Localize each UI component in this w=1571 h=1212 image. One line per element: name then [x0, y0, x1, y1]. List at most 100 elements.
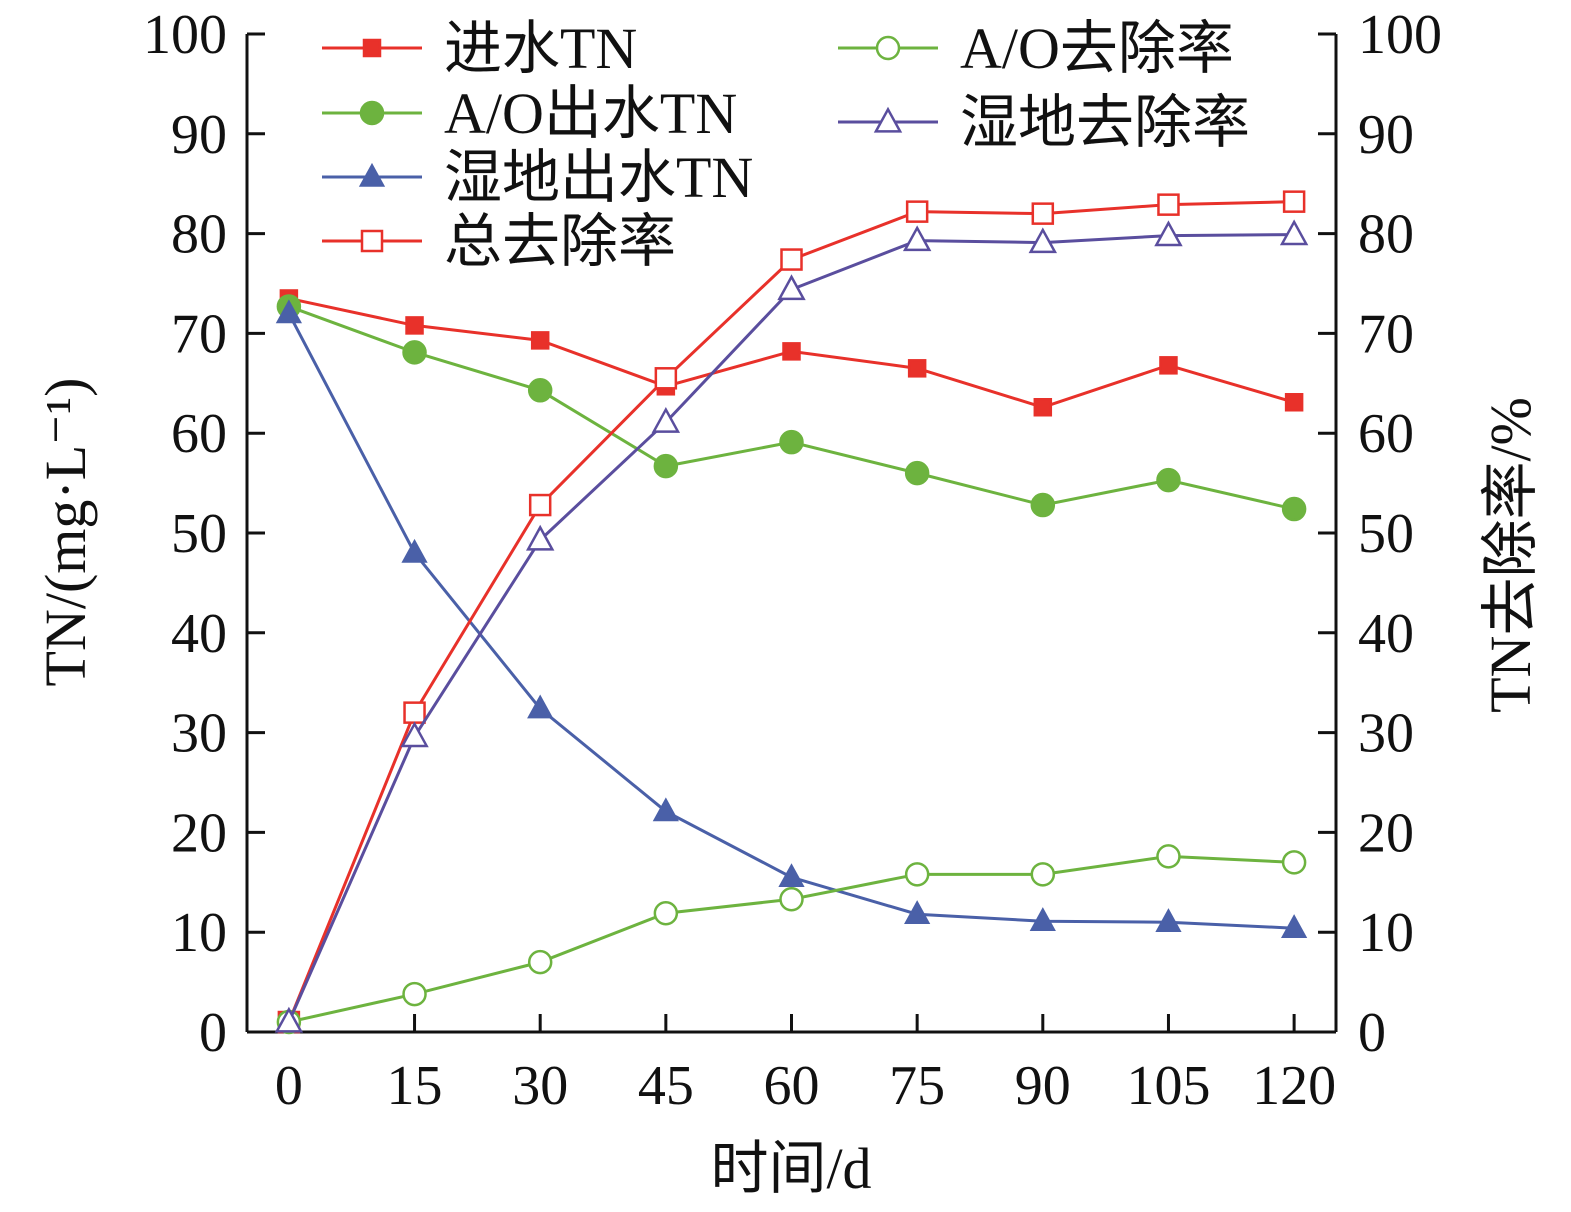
legend-item: 湿地去除率 [838, 90, 1250, 155]
series-3 [275, 299, 1308, 938]
data-point [782, 342, 801, 361]
data-point [654, 367, 678, 390]
legend-label: 湿地去除率 [960, 90, 1250, 155]
x-tick-label: 90 [1015, 1055, 1071, 1117]
x-tick-label: 105 [1126, 1055, 1210, 1117]
x-tick-label: 30 [512, 1055, 568, 1117]
data-point [527, 949, 553, 975]
series-1 [279, 289, 1304, 417]
axes-layer: 0 10 20 30 40 50 60 70 80 90 100 0 10 20 30 40 50 60 70 80 9… [143, 4, 1442, 1117]
y-tick-label-right: 30 [1358, 703, 1414, 765]
data-point [1159, 356, 1178, 375]
data-point [530, 331, 550, 350]
legend-marker [873, 106, 903, 133]
data-point [1029, 907, 1056, 931]
y-tick-label-right: 90 [1358, 104, 1414, 166]
legend-marker [362, 38, 382, 58]
data-point [1028, 227, 1058, 254]
data-point [905, 200, 929, 223]
legend-label: 总去除率 [444, 209, 676, 274]
y-tick-label-left: 60 [171, 403, 227, 465]
data-point [527, 694, 554, 719]
series-5 [276, 844, 1307, 1035]
data-point [274, 1006, 304, 1033]
y-tick-label-left: 80 [171, 204, 227, 266]
data-point [528, 493, 552, 517]
data-point [1284, 393, 1304, 412]
x-tick-label: 0 [275, 1055, 303, 1117]
series-6 [274, 219, 1309, 1033]
data-point [777, 274, 806, 301]
legend-label: 进水TN [444, 16, 637, 81]
data-point [1155, 908, 1182, 932]
data-point [1033, 398, 1053, 417]
data-point [1030, 862, 1056, 887]
x-tick-label: 15 [387, 1055, 443, 1117]
data-point [902, 225, 932, 252]
y-axis-title-left: TN/(mg·L⁻¹) [33, 378, 98, 687]
y-tick-label-left: 30 [171, 703, 227, 765]
y-tick-label-left: 50 [171, 503, 227, 565]
x-tick-label: 120 [1252, 1055, 1336, 1117]
legend-item: 湿地出水TN [322, 145, 753, 210]
x-tick-label: 45 [638, 1055, 694, 1117]
series-layer [274, 190, 1309, 1035]
y-tick-label-left: 70 [171, 303, 227, 365]
data-point [405, 316, 424, 335]
data-point [907, 359, 927, 378]
y-tick-label-right: 70 [1358, 303, 1414, 365]
data-point [1281, 850, 1307, 875]
data-point [1154, 220, 1183, 247]
y-tick-label-right: 50 [1358, 503, 1414, 565]
data-point [904, 900, 931, 924]
y-tick-label-left: 0 [199, 1002, 227, 1064]
data-point [403, 701, 426, 724]
data-point [1279, 219, 1309, 246]
y-tick-label-left: 10 [171, 902, 227, 964]
legend-marker [359, 100, 385, 126]
data-point [653, 453, 679, 479]
y-tick-label-left: 100 [143, 4, 227, 66]
data-point [402, 981, 427, 1007]
data-point [275, 299, 302, 324]
y-tick-label-right: 80 [1358, 204, 1414, 266]
y-tick-label-left: 90 [171, 104, 227, 166]
legend-label: A/O去除率 [960, 16, 1234, 81]
data-point [527, 378, 553, 403]
legend-marker [875, 35, 901, 61]
legend-item: A/O去除率 [838, 16, 1234, 81]
legend-label: A/O出水TN [444, 81, 737, 146]
data-point [1281, 496, 1307, 522]
data-point [402, 340, 427, 365]
data-point [904, 862, 930, 887]
series-2 [276, 294, 1307, 522]
series-line [287, 312, 1295, 930]
data-point [651, 406, 681, 433]
axis-titles: 时间/d TN/(mg·L⁻¹) TN去除率/% [33, 378, 1543, 1201]
series-line [288, 305, 1295, 511]
legend-item: 进水TN [322, 16, 637, 81]
y-tick-label-left: 40 [171, 603, 227, 665]
y-tick-label-right: 10 [1358, 902, 1414, 964]
data-point [652, 797, 679, 822]
y-tick-label-right: 0 [1358, 1002, 1386, 1064]
data-point [401, 538, 428, 563]
data-point [1281, 914, 1308, 938]
y-tick-label-right: 40 [1358, 603, 1414, 665]
data-point [1030, 492, 1056, 518]
legend-item: 总去除率 [322, 209, 676, 274]
data-point [904, 460, 930, 486]
legend-marker [360, 229, 384, 253]
data-point [525, 524, 555, 551]
x-tick-label: 75 [889, 1055, 945, 1117]
legend-marker [358, 162, 386, 187]
y-tick-label-right: 20 [1358, 802, 1414, 864]
data-point [1156, 467, 1181, 493]
series-4 [277, 190, 1306, 1034]
data-point [1031, 202, 1055, 225]
x-axis-title: 时间/d [710, 1136, 871, 1201]
data-point [779, 887, 804, 912]
legend-label: 湿地出水TN [444, 145, 753, 210]
